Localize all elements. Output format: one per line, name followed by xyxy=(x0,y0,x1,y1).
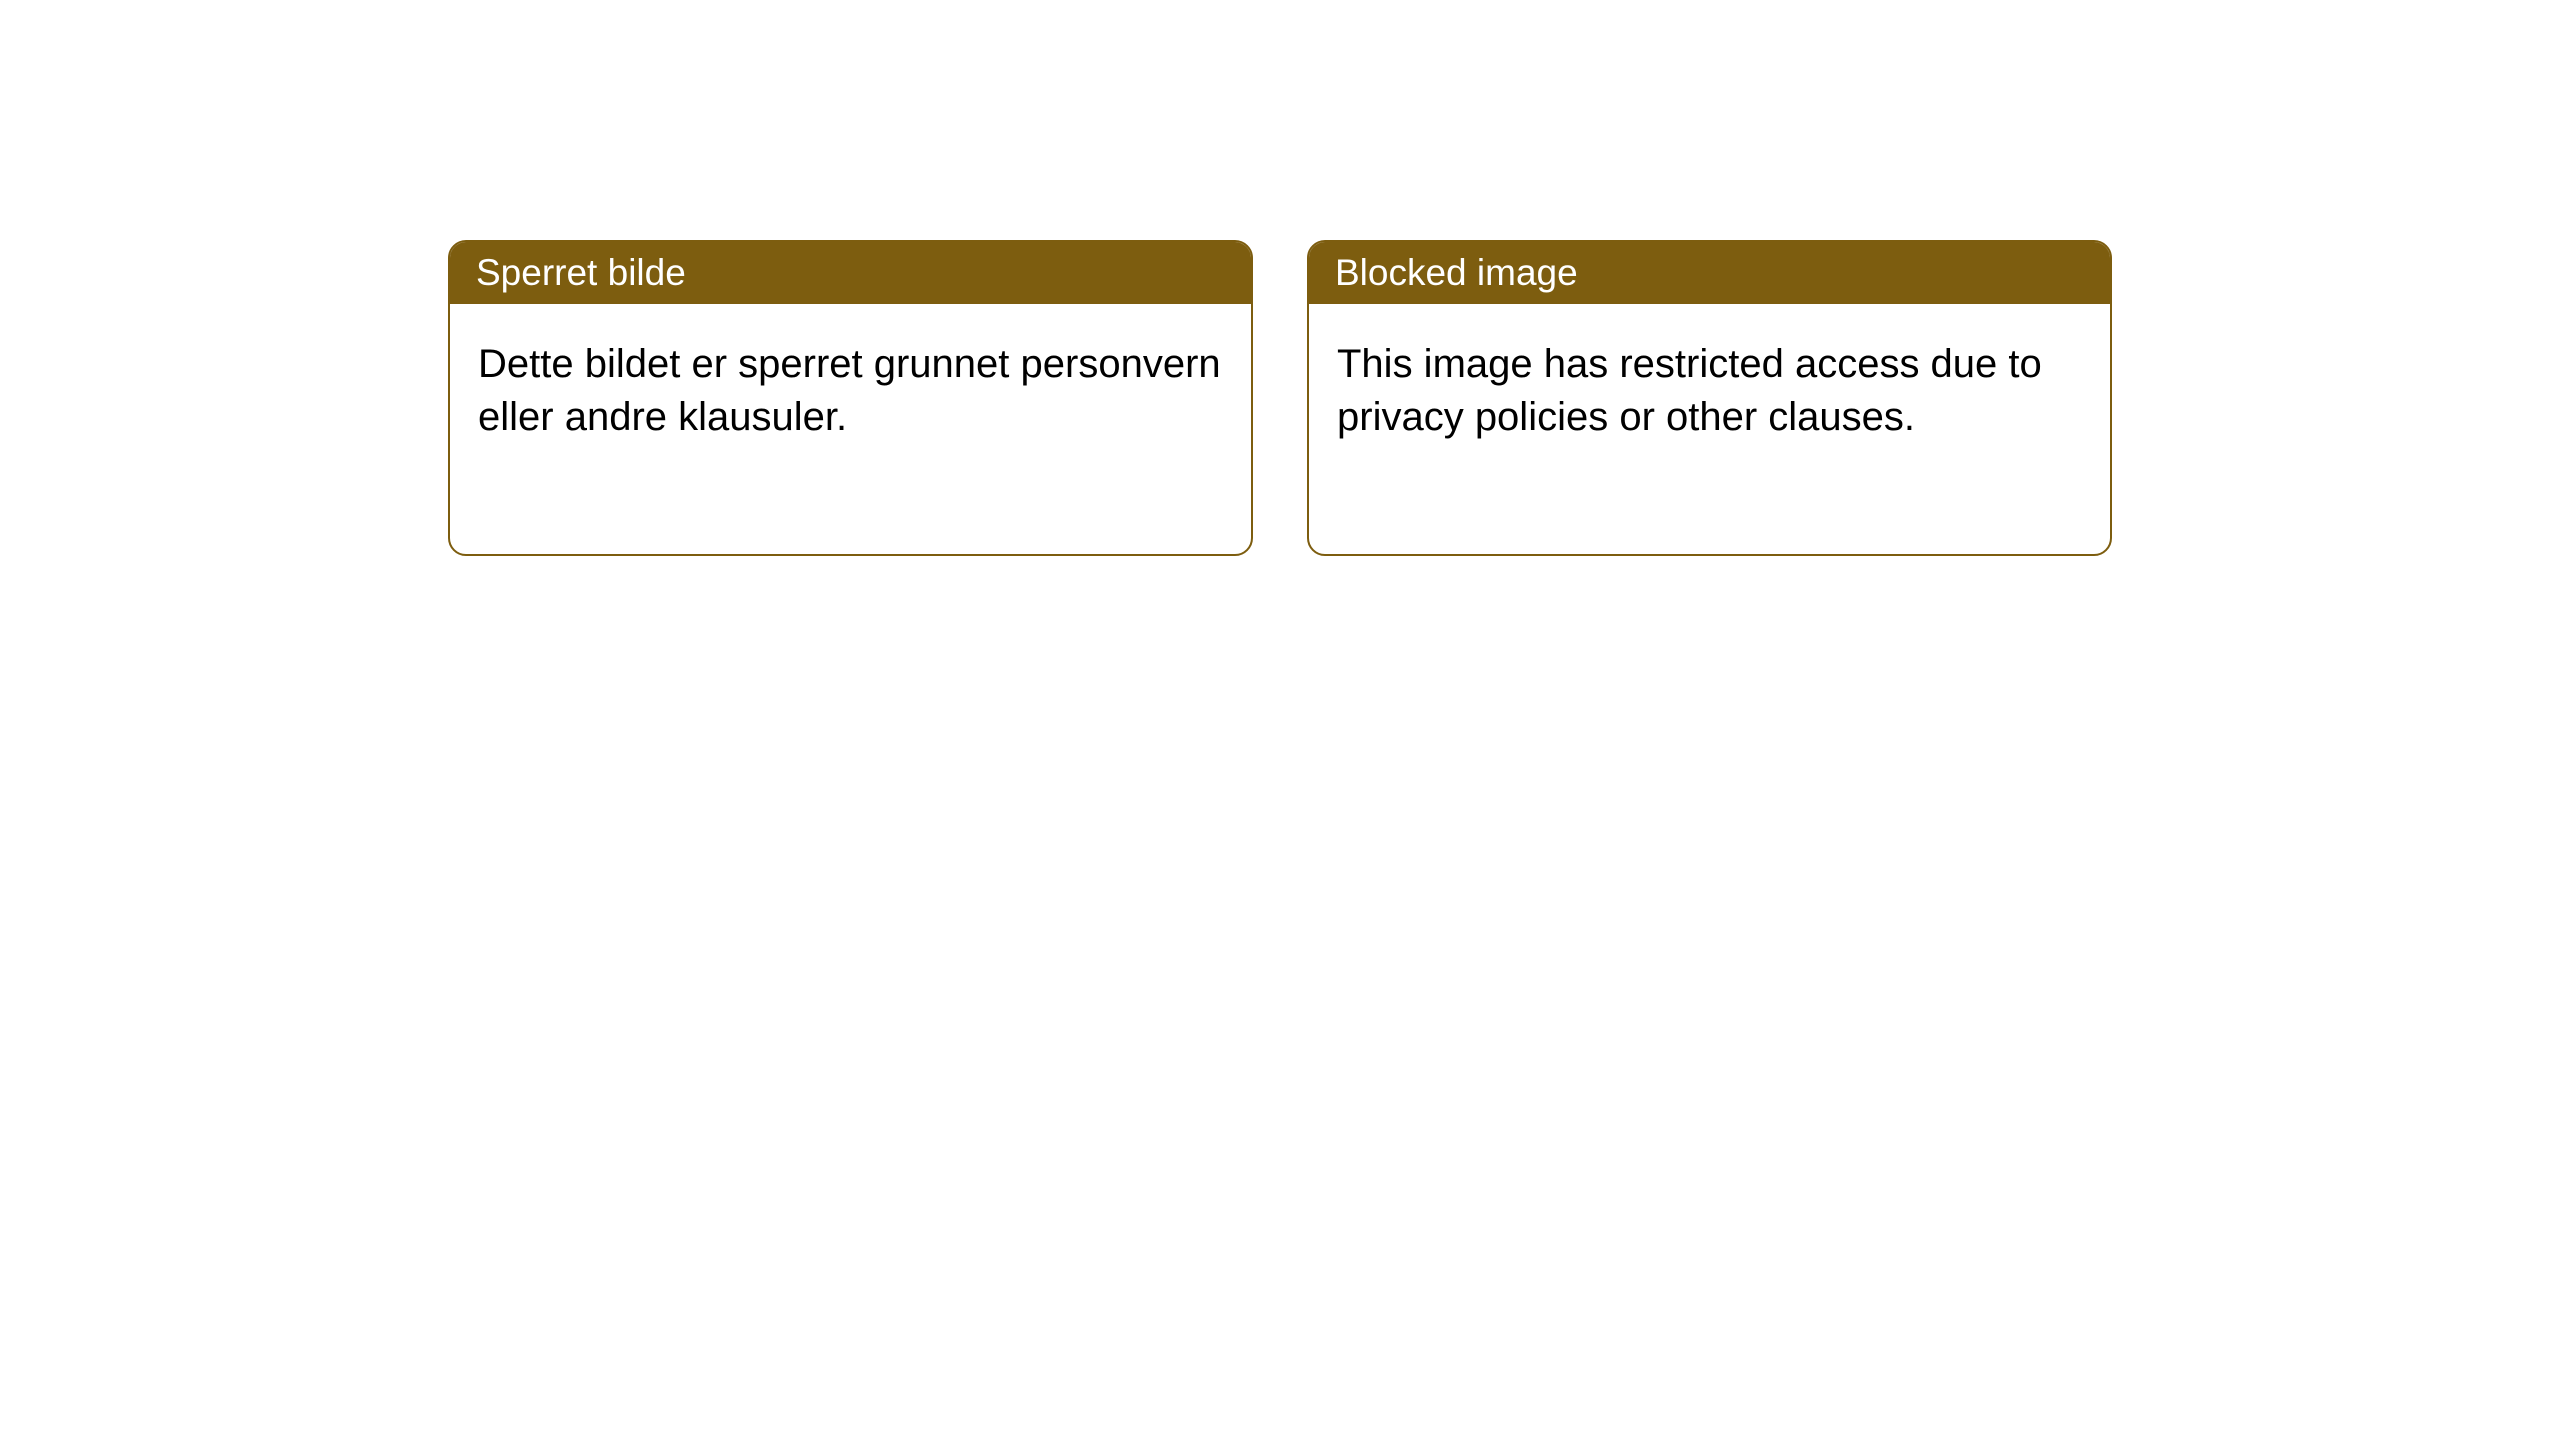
card-body-norwegian: Dette bildet er sperret grunnet personve… xyxy=(450,304,1251,554)
cards-container: Sperret bilde Dette bildet er sperret gr… xyxy=(0,0,2560,556)
card-header-english: Blocked image xyxy=(1309,242,2110,304)
card-text-norwegian: Dette bildet er sperret grunnet personve… xyxy=(478,342,1221,439)
blocked-image-card-norwegian: Sperret bilde Dette bildet er sperret gr… xyxy=(448,240,1253,556)
card-text-english: This image has restricted access due to … xyxy=(1337,342,2042,439)
card-title-norwegian: Sperret bilde xyxy=(476,252,686,293)
card-title-english: Blocked image xyxy=(1335,252,1578,293)
card-header-norwegian: Sperret bilde xyxy=(450,242,1251,304)
card-body-english: This image has restricted access due to … xyxy=(1309,304,2110,554)
blocked-image-card-english: Blocked image This image has restricted … xyxy=(1307,240,2112,556)
